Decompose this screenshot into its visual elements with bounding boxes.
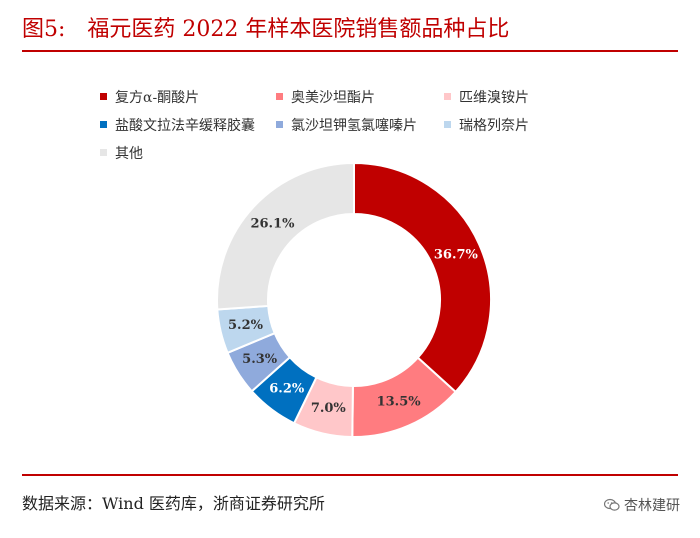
slice-data-label: 6.2% (269, 381, 305, 396)
legend-label: 奥美沙坦酯片 (291, 90, 375, 106)
legend-label: 瑞格列奈片 (459, 118, 529, 134)
legend-item: 瑞格列奈片 (444, 116, 529, 136)
title-rule (22, 50, 678, 52)
slice-data-label: 13.5% (377, 395, 422, 410)
legend-swatch (276, 121, 283, 128)
slice-data-label: 5.2% (228, 318, 264, 333)
legend-item: 匹维溴铵片 (444, 88, 529, 108)
donut-slice (216, 161, 355, 311)
footer-rule (22, 474, 678, 476)
figure-number: 图5: (22, 17, 66, 42)
slice-data-label: 5.3% (242, 352, 278, 367)
legend-item: 盐酸文拉法辛缓释胶囊 (100, 116, 255, 136)
slice-data-label: 26.1% (250, 216, 295, 231)
legend-item: 其他 (100, 144, 143, 164)
legend-swatch (444, 121, 451, 128)
legend-item: 氯沙坦钾氢氯噻嗪片 (276, 116, 417, 136)
legend-swatch (100, 93, 107, 100)
legend-label: 匹维溴铵片 (459, 90, 529, 106)
legend-label: 氯沙坦钾氢氯噻嗪片 (291, 118, 417, 134)
wechat-icon (604, 498, 620, 511)
donut-labels: 36.7% 13.5% 7.0% 6.2% 5.3% 5.2% 26.1% (228, 216, 479, 416)
figure-title-text: 福元医药 2022 年样本医院销售额品种占比 (87, 17, 510, 42)
slice-data-label: 7.0% (311, 401, 347, 416)
legend-item: 复方α-酮酸片 (100, 88, 199, 108)
slice-data-label: 36.7% (434, 247, 479, 262)
watermark: 杏林建研 (604, 495, 680, 515)
legend-swatch (276, 93, 283, 100)
legend-swatch (100, 149, 107, 156)
legend-label: 盐酸文拉法辛缓释胶囊 (115, 118, 255, 134)
legend-label: 复方α-酮酸片 (115, 90, 200, 106)
source-note: 数据来源：Wind 医药库，浙商证券研究所 (22, 494, 325, 513)
figure-title: 图5: 福元医药 2022 年样本医院销售额品种占比 (22, 12, 509, 48)
donut-slices (216, 161, 492, 439)
legend-label: 其他 (115, 146, 143, 162)
donut-slice (353, 161, 492, 394)
legend-swatch (100, 121, 107, 128)
watermark-text: 杏林建研 (624, 498, 680, 514)
legend-swatch (444, 93, 451, 100)
legend-item: 奥美沙坦酯片 (276, 88, 375, 108)
